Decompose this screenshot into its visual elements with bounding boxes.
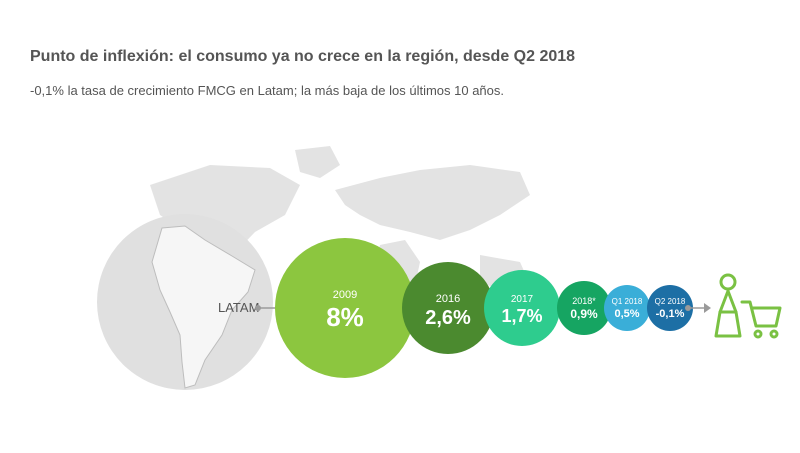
shopping-cart-icon — [740, 300, 782, 339]
bubble-value-label: 8% — [326, 302, 364, 332]
bubble-3 — [557, 281, 611, 335]
shopper-icon — [714, 273, 742, 338]
bubble-0 — [275, 238, 415, 378]
bubble-value-label: 1,7% — [501, 306, 542, 326]
arrow-head-icon — [704, 303, 711, 313]
bubble-1 — [402, 262, 494, 354]
latam-label: LATAM — [218, 300, 259, 315]
bubble-5 — [647, 285, 693, 331]
bubble-value-label: 0,5% — [614, 308, 639, 320]
chart-subtitle: -0,1% la tasa de crecimiento FMCG en Lat… — [30, 83, 504, 98]
bubble-year-label: 2018* — [572, 296, 596, 306]
bubble-year-label: Q1 2018 — [612, 297, 643, 306]
bubble-year-label: Q2 2018 — [655, 297, 686, 306]
globe-icon — [97, 214, 273, 390]
bubble-year-label: 2016 — [436, 293, 460, 305]
bubble-year-label: 2017 — [511, 294, 534, 305]
bubble-2 — [484, 270, 560, 346]
bubble-value-label: 0,9% — [570, 307, 598, 321]
connector-dot-end — [685, 305, 691, 311]
bubble-value-label: 2,6% — [425, 307, 471, 329]
bubble-year-label: 2009 — [333, 289, 357, 301]
bubble-4 — [604, 285, 650, 331]
bubble-value-label: -0,1% — [656, 308, 685, 320]
chart-title: Punto de inflexión: el consumo ya no cre… — [30, 48, 576, 65]
